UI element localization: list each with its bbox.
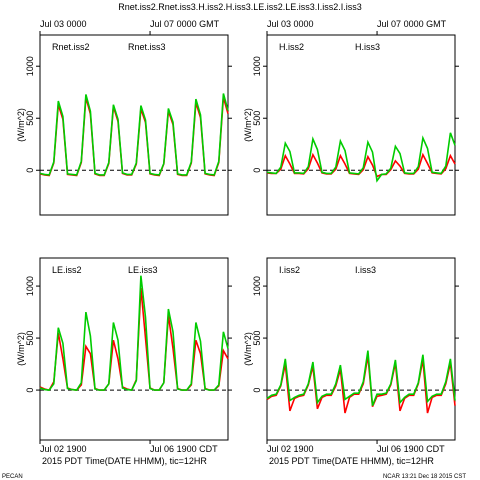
x-tick-label: Jul 03 0000 (40, 19, 87, 29)
plot-frame (266, 34, 456, 216)
y-tick-label: 1000 (25, 56, 35, 76)
footer-left: PECAN (2, 474, 23, 480)
y-tick-label: 1000 (252, 56, 262, 76)
legend-entry: I.iss3 (355, 265, 376, 275)
x-axis-note: 2015 PDT (42, 456, 83, 466)
x-axis-label: Time(DATE HHMM), tic=12HR (85, 456, 207, 466)
legend-entry: LE.iss3 (128, 265, 158, 275)
plot-frame (266, 257, 456, 441)
y-tick-label: 500 (252, 331, 262, 346)
legend-entry: Rnet.iss2 (52, 42, 90, 52)
y-tick-label: 1000 (25, 276, 35, 296)
series-line (39, 97, 229, 177)
x-tick-label: Jul 06 1900 CDT (150, 444, 218, 454)
x-tick-label: Jul 06 1900 CDT (377, 444, 445, 454)
y-tick-label: 500 (25, 111, 35, 126)
series-line (39, 275, 229, 391)
legend-entry: I.iss2 (279, 265, 300, 275)
y-axis-label: (W/m^2) (243, 108, 253, 142)
series-line (266, 350, 456, 406)
legend-entry: LE.iss2 (52, 265, 82, 275)
x-axis-note: 2015 PDT (269, 456, 310, 466)
plot-frame (39, 257, 229, 441)
page-title: Rnet.iss2.Rnet.iss3.H.iss2.H.iss3.LE.iss… (118, 2, 362, 12)
x-axis-label: Time(DATE HHMM), tic=12HR (312, 456, 434, 466)
legend-entry: H.iss3 (355, 42, 380, 52)
x-tick-label: Jul 02 1900 (267, 444, 314, 454)
y-tick-label: 500 (25, 331, 35, 346)
series-line (266, 355, 456, 414)
x-tick-label: Jul 02 1900 (40, 444, 87, 454)
y-tick-label: 0 (25, 168, 35, 173)
y-tick-label: 0 (252, 168, 262, 173)
y-axis-label: (W/m^2) (243, 332, 253, 366)
x-tick-label: Jul 07 0000 GMT (377, 19, 447, 29)
y-axis-label: (W/m^2) (16, 108, 26, 142)
x-tick-label: Jul 07 0000 GMT (150, 19, 220, 29)
series-line (39, 93, 229, 176)
y-axis-label: (W/m^2) (16, 332, 26, 366)
plot-frame (39, 34, 229, 216)
x-tick-label: Jul 03 0000 (267, 19, 314, 29)
footer-right: NCAR 13:21 Dec 18 2015 CST (383, 474, 466, 480)
legend-entry: Rnet.iss3 (128, 42, 166, 52)
y-tick-label: 0 (25, 388, 35, 393)
y-tick-label: 500 (252, 111, 262, 126)
series-line (266, 132, 456, 183)
y-tick-label: 0 (252, 388, 262, 393)
legend-entry: H.iss2 (279, 42, 304, 52)
y-tick-label: 1000 (252, 276, 262, 296)
